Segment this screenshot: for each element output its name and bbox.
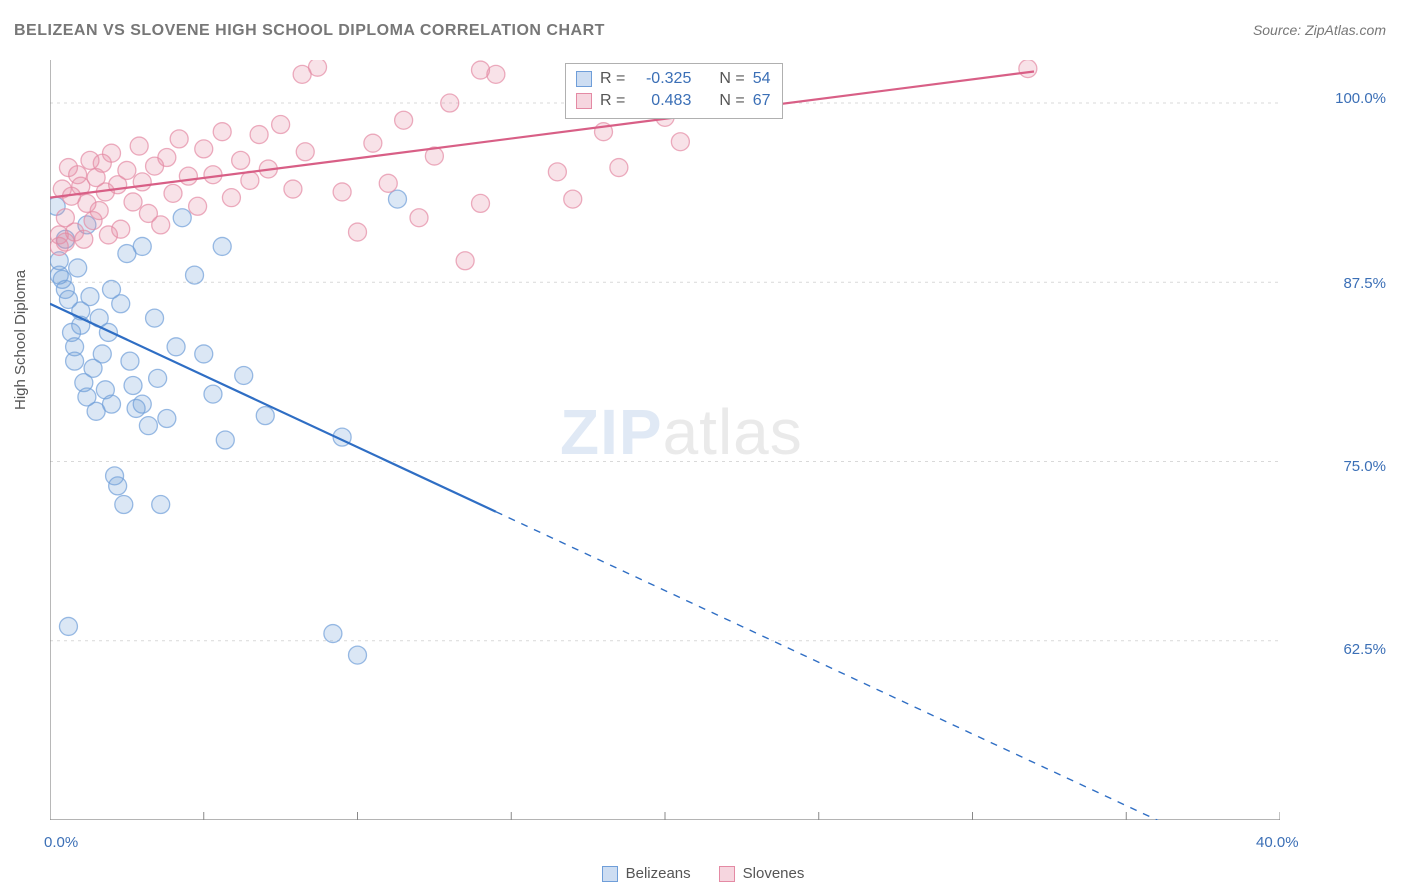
r-value-belizeans: -0.325 (633, 68, 691, 90)
n-value-belizeans: 54 (753, 68, 771, 90)
n-label: N = (719, 68, 744, 90)
swatch-slovenes-icon (576, 93, 592, 109)
legend-item-slovenes: Slovenes (719, 865, 805, 882)
chart-plot-area (50, 60, 1280, 820)
scatter-chart-svg (50, 60, 1280, 820)
legend-item-belizeans: Belizeans (602, 865, 691, 882)
stats-row-slovenes: R = 0.483 N = 67 (576, 90, 770, 112)
stats-row-belizeans: R = -0.325 N = 54 (576, 68, 770, 90)
legend-swatch-belizeans-icon (602, 866, 618, 882)
y-tick-87-5: 87.5% (1306, 275, 1386, 292)
r-label: R = (600, 68, 625, 90)
source-attribution: Source: ZipAtlas.com (1253, 22, 1386, 38)
x-tick-0: 0.0% (44, 834, 78, 851)
r-value-slovenes: 0.483 (633, 90, 691, 112)
n-value-slovenes: 67 (753, 90, 771, 112)
legend-label-belizeans: Belizeans (626, 865, 691, 882)
legend-swatch-slovenes-icon (719, 866, 735, 882)
n-label-2: N = (719, 90, 744, 112)
y-tick-62-5: 62.5% (1306, 641, 1386, 658)
y-axis-label: High School Diploma (12, 270, 29, 410)
r-label-2: R = (600, 90, 625, 112)
y-tick-100: 100.0% (1306, 90, 1386, 107)
chart-title: BELIZEAN VS SLOVENE HIGH SCHOOL DIPLOMA … (14, 22, 605, 40)
correlation-stats-box: R = -0.325 N = 54 R = 0.483 N = 67 (565, 63, 783, 119)
legend-label-slovenes: Slovenes (743, 865, 805, 882)
y-tick-75: 75.0% (1306, 458, 1386, 475)
swatch-belizeans-icon (576, 71, 592, 87)
legend: Belizeans Slovenes (0, 865, 1406, 882)
x-tick-40: 40.0% (1256, 834, 1299, 851)
